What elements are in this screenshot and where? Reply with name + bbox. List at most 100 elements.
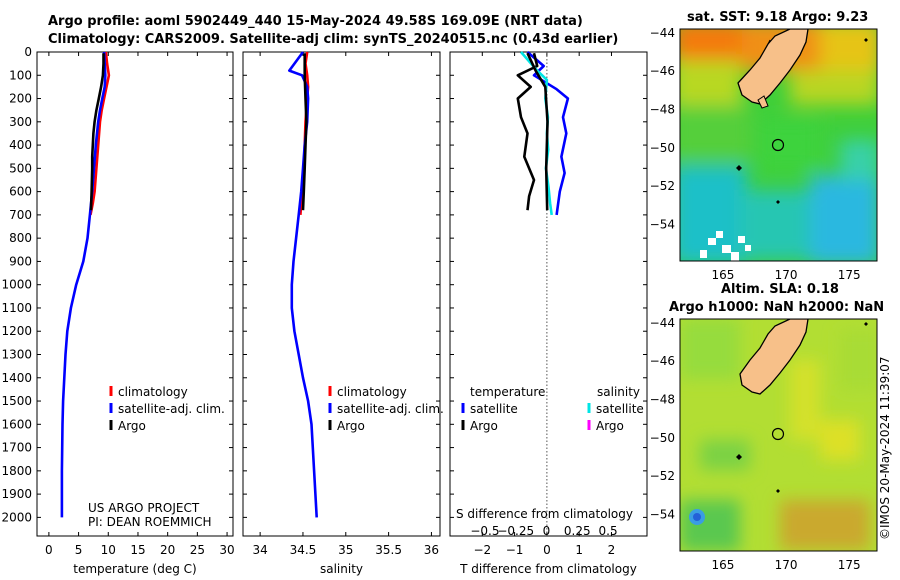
temperature-series-satellite-adj-clim- bbox=[60, 51, 107, 518]
salinity-xlabel: salinity bbox=[320, 562, 363, 576]
depth-tick-label: 700 bbox=[9, 208, 32, 222]
temperature-xtick-label: 30 bbox=[219, 543, 234, 557]
sla-map-xtick-label: 175 bbox=[838, 558, 861, 572]
depth-tick-label: 100 bbox=[9, 68, 32, 82]
sla-map bbox=[679, 318, 878, 552]
depth-tick-label: 400 bbox=[9, 138, 32, 152]
difference-xtick-label: −2 bbox=[473, 543, 491, 557]
depth-tick-label: 900 bbox=[9, 254, 32, 268]
sst-map-xtick-label: 175 bbox=[838, 268, 861, 282]
difference-xtick-label: 1 bbox=[575, 543, 583, 557]
temperature-axes-frame bbox=[36, 51, 234, 537]
difference-legend-label: Argo bbox=[596, 419, 624, 433]
sst-map-ytick-label: −54 bbox=[650, 218, 675, 232]
temperature-xtick-label: 15 bbox=[130, 543, 145, 557]
salinity-legend-label: satellite-adj. clim. bbox=[337, 402, 444, 416]
sla-map-xtick-label: 170 bbox=[775, 558, 798, 572]
depth-tick-label: 600 bbox=[9, 185, 32, 199]
header-title-line1: Argo profile: aoml 5902449_440 15-May-20… bbox=[48, 14, 583, 29]
header-title-line2: Climatology: CARS2009. Satellite-adj cli… bbox=[48, 32, 619, 47]
difference-axes-frame bbox=[449, 51, 648, 537]
salinity-xtick-label: 34.5 bbox=[290, 543, 317, 557]
depth-tick-label: 500 bbox=[9, 161, 32, 175]
sla-map-ytick-label: −44 bbox=[650, 316, 675, 330]
sst-map-axes: 165 170 175 −44 −46 −48 −50 −52 −54 bbox=[650, 26, 861, 282]
panel-salinity: 34 34.5 35 35.5 36 salinity climatology satelli… bbox=[242, 51, 444, 576]
depth-tick-label: 800 bbox=[9, 231, 32, 245]
sla-map-ytick-label: −46 bbox=[650, 354, 675, 368]
panel-difference: −2 −1 0 1 2 T difference from climatology S di… bbox=[449, 51, 648, 576]
sla-map-xtick-label: 165 bbox=[711, 558, 734, 572]
depth-tick-label: 1800 bbox=[1, 464, 32, 478]
depth-tick-label: 300 bbox=[9, 115, 32, 129]
sst-map-ytick-label: −46 bbox=[650, 64, 675, 78]
temperature-legend-label: climatology bbox=[118, 385, 188, 399]
depth-tick-label: 1500 bbox=[1, 394, 32, 408]
sst-float-marker bbox=[771, 138, 785, 152]
sst-map bbox=[679, 28, 878, 262]
salinity-xtick-label: 34 bbox=[252, 543, 267, 557]
sla-float-marker bbox=[771, 427, 785, 441]
depth-tick-label: 1700 bbox=[1, 441, 32, 455]
temperature-xtick-label: 25 bbox=[190, 543, 205, 557]
difference-legend-label: satellite bbox=[596, 402, 644, 416]
depth-tick-label: 1000 bbox=[1, 278, 32, 292]
sla-map-ytick-label: −48 bbox=[650, 393, 675, 407]
sla-map-ytick-label: −50 bbox=[650, 431, 675, 445]
sla-map-ytick-label: −52 bbox=[650, 469, 675, 483]
temperature-series-argo bbox=[89, 53, 105, 211]
temperature-series-climatology bbox=[89, 51, 111, 216]
difference-xtick-label: −1 bbox=[506, 543, 524, 557]
difference-xlabel: T difference from climatology bbox=[459, 562, 637, 576]
temperature-xtick-label: 10 bbox=[101, 543, 116, 557]
depth-tick-label: 1100 bbox=[1, 301, 32, 315]
temperature-xlabel: temperature (deg C) bbox=[73, 562, 196, 576]
difference-series-t-argo bbox=[516, 52, 539, 211]
pi-credit-line: US ARGO PROJECT bbox=[88, 501, 200, 515]
sst-map-ytick-label: −50 bbox=[650, 141, 675, 155]
salinity-xtick-label: 35 bbox=[338, 543, 353, 557]
depth-tick-label: 200 bbox=[9, 92, 32, 106]
depth-tick-label: 1900 bbox=[1, 487, 32, 501]
difference-legend-salinity-header: salinity bbox=[597, 385, 640, 399]
salinity-xtick-label: 36 bbox=[424, 543, 439, 557]
salinity-xtick-label: 35.5 bbox=[375, 543, 402, 557]
sst-map-ytick-label: −48 bbox=[650, 103, 675, 117]
difference-top-tick-label: 0 bbox=[543, 524, 551, 538]
difference-xtick-label: 2 bbox=[608, 543, 616, 557]
salinity-legend-label: Argo bbox=[337, 419, 365, 433]
temperature-legend-label: satellite-adj. clim. bbox=[118, 402, 225, 416]
salinity-series-argo bbox=[301, 53, 308, 211]
temperature-legend-label: Argo bbox=[118, 419, 146, 433]
sst-map-title: sat. SST: 9.18 Argo: 9.23 bbox=[687, 10, 869, 25]
sst-map-xtick-label: 170 bbox=[775, 268, 798, 282]
difference-series-s-argo bbox=[526, 52, 549, 211]
sla-map-ytick-label: −54 bbox=[650, 508, 675, 522]
difference-legend-label: satellite bbox=[470, 402, 518, 416]
temperature-xtick-label: 0 bbox=[45, 543, 53, 557]
difference-top-tick-label: 0.5 bbox=[599, 524, 618, 538]
difference-legend-label: Argo bbox=[470, 419, 498, 433]
difference-top-tick-label: −0.25 bbox=[497, 524, 534, 538]
salinity-axes-frame bbox=[242, 51, 441, 537]
depth-tick-label: 1600 bbox=[1, 417, 32, 431]
difference-top-axis-label: S difference from climatology bbox=[456, 507, 633, 521]
sla-map-title-line2: Argo h1000: NaN h2000: NaN bbox=[669, 300, 885, 315]
temperature-xtick-label: 20 bbox=[160, 543, 175, 557]
depth-tick-label: 0 bbox=[24, 45, 32, 59]
depth-tick-label: 1200 bbox=[1, 324, 32, 338]
depth-tick-label: 1300 bbox=[1, 348, 32, 362]
sla-map-title-line1: Altim. SLA: 0.18 bbox=[721, 282, 839, 297]
sst-map-ytick-label: −52 bbox=[650, 179, 675, 193]
temperature-xtick-label: 5 bbox=[75, 543, 83, 557]
sst-map-ytick-label: −44 bbox=[650, 26, 675, 40]
depth-tick-label: 2000 bbox=[1, 510, 32, 524]
pi-credit-line: PI: DEAN ROEMMICH bbox=[88, 515, 211, 529]
difference-legend-temperature-header: temperature bbox=[470, 385, 545, 399]
difference-top-tick-label: −0.5 bbox=[470, 524, 499, 538]
panel-temperature: 0100200300400500600700800900100011001200… bbox=[1, 45, 234, 576]
depth-tick-label: 1400 bbox=[1, 371, 32, 385]
difference-xtick-label: 0 bbox=[543, 543, 551, 557]
difference-top-tick-label: 0.25 bbox=[564, 524, 591, 538]
